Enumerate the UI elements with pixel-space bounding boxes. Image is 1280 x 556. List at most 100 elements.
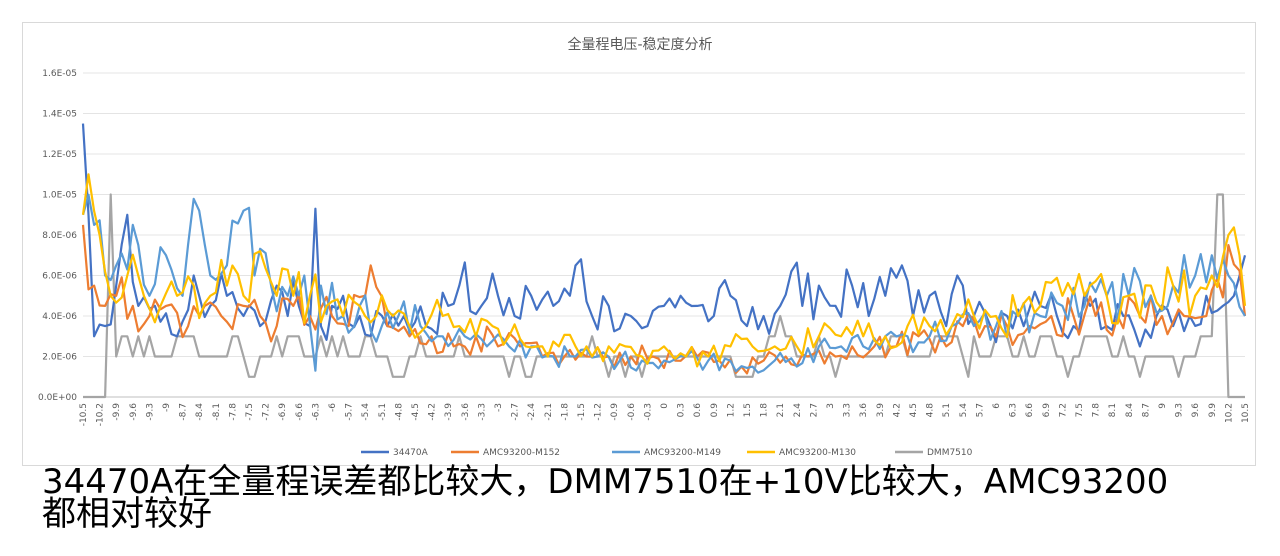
x-tick-label: 0.3 — [677, 403, 687, 417]
x-tick-label: 4.8 — [926, 403, 936, 418]
x-tick-label: 3.9 — [876, 403, 886, 418]
chart-frame: 全量程电压-稳定度分析 0.0E+00 2.0E-06 4.0E-06 6.0E-06… — [22, 22, 1256, 466]
x-tick-label: -8.4 — [195, 403, 205, 421]
x-tick-label: -8.7 — [179, 403, 189, 421]
x-tick-label: 1.2 — [726, 403, 736, 417]
x-tick-label: 10.2 — [1224, 403, 1234, 423]
x-tick-label: 0.9 — [710, 403, 720, 418]
x-tick-label: -6.3 — [311, 403, 321, 421]
x-tick-label: 8.1 — [1108, 403, 1118, 417]
y-tick-label: 4.0E-06 — [42, 312, 77, 322]
x-tick-label: 9.3 — [1175, 403, 1185, 417]
x-tick-label: -10.2 — [96, 403, 106, 426]
legend-label: AMC93200-M152 — [483, 448, 560, 458]
x-tick-label: 6 — [992, 403, 1002, 409]
y-tick-label: 6.0E-06 — [42, 272, 77, 282]
x-tick-label: -9.9 — [112, 403, 122, 421]
line-chart: 全量程电压-稳定度分析 0.0E+00 2.0E-06 4.0E-06 6.0E-06… — [38, 36, 1251, 458]
x-tick-label: -2.4 — [527, 403, 537, 421]
y-tick-label: 1.0E-05 — [42, 191, 77, 201]
x-tick-label: 2.1 — [776, 403, 786, 417]
x-tick-label: -6.6 — [295, 403, 305, 421]
x-tick-label: 2.4 — [793, 403, 803, 418]
x-tick-label: 3 — [826, 403, 836, 409]
x-tick-label: -8.1 — [212, 403, 222, 421]
x-tick-label: -5.4 — [361, 403, 371, 421]
x-tick-label: 10.5 — [1241, 403, 1251, 423]
y-tick-label: 1.6E-05 — [42, 69, 77, 79]
x-tick-label: 4.5 — [909, 403, 919, 417]
plot-area — [81, 123, 1247, 399]
x-tick-label: 3.3 — [843, 403, 853, 417]
series-line-dmm7510 — [83, 193, 1245, 399]
x-tick-label: -7.5 — [245, 403, 255, 421]
series-line-amc93200-m149 — [81, 193, 1246, 374]
x-tick-label: -3 — [494, 403, 504, 412]
x-tick-label: -9.3 — [145, 403, 155, 421]
x-tick-label: 0 — [660, 403, 670, 409]
x-tick-label: -1.8 — [560, 403, 570, 421]
x-tick-label: -5.1 — [378, 403, 388, 421]
x-tick-label: 6.9 — [1042, 403, 1052, 418]
y-tick-label: 1.2E-05 — [42, 150, 77, 160]
x-tick-label: -2.7 — [511, 403, 521, 421]
legend-label: AMC93200-M149 — [644, 448, 721, 458]
caption-line-1: 34470A在全量程误差都比较大，DMM7510在+10V比较大，AMC9320… — [42, 462, 1169, 502]
x-tick-label: -2.1 — [544, 403, 554, 421]
x-tick-label: -6 — [328, 403, 338, 412]
x-tick-label: -6.9 — [278, 403, 288, 421]
x-tick-label: -4.8 — [394, 403, 404, 421]
x-tick-label: 9.6 — [1191, 403, 1201, 418]
x-tick-label: 7.8 — [1092, 403, 1102, 418]
grid-lines — [83, 72, 1245, 398]
x-tick-label: 2.7 — [809, 403, 819, 417]
x-tick-label: -3.6 — [461, 403, 471, 421]
x-tick-label: 0.6 — [693, 403, 703, 418]
x-tick-label: -5.7 — [345, 403, 355, 421]
y-tick-label: 1.4E-05 — [42, 110, 77, 120]
x-tick-label: 5.1 — [942, 403, 952, 417]
x-tick-label: 6.3 — [1009, 403, 1019, 417]
x-tick-label: 7.2 — [1058, 403, 1068, 417]
x-tick-label: -9.6 — [129, 403, 139, 421]
x-tick-label: 3.6 — [859, 403, 869, 418]
x-tick-label: -7.2 — [262, 403, 272, 421]
x-tick-label: -7.8 — [228, 403, 238, 421]
x-tick-label: 9 — [1158, 403, 1168, 409]
x-tick-label: -0.6 — [627, 403, 637, 421]
y-axis: 0.0E+00 2.0E-06 4.0E-06 6.0E-06 8.0E-06 1.0E-… — [38, 69, 77, 403]
x-tick-label: -4.2 — [428, 403, 438, 421]
caption-line-2: 都相对较好 — [42, 494, 212, 534]
x-tick-label: -3.3 — [477, 403, 487, 421]
x-tick-label: -1.2 — [594, 403, 604, 421]
x-tick-label: 4.2 — [892, 403, 902, 417]
x-tick-label: 5.7 — [975, 403, 985, 417]
x-tick-label: 8.4 — [1125, 403, 1135, 418]
series-line-amc93200-m130 — [81, 173, 1247, 368]
x-tick-label: 1.5 — [743, 403, 753, 417]
x-tick-label: -0.3 — [643, 403, 653, 421]
legend: 34470A AMC93200-M152 AMC93200-M149 AMC93200… — [361, 448, 973, 458]
x-tick-label: -4.5 — [411, 403, 421, 421]
x-tick-label: 1.8 — [760, 403, 770, 418]
x-tick-label: 8.7 — [1141, 403, 1151, 417]
legend-label: DMM7510 — [927, 448, 973, 458]
y-tick-label: 0.0E+00 — [38, 393, 77, 403]
chart-title: 全量程电压-稳定度分析 — [567, 36, 712, 53]
legend-label: AMC93200-M130 — [779, 448, 856, 458]
legend-label: 34470A — [393, 448, 429, 458]
x-tick-label: -10.5 — [79, 403, 89, 426]
x-tick-label: 5.4 — [959, 403, 969, 418]
x-tick-label: -9 — [162, 403, 172, 412]
series-line-amc93200-m152 — [81, 224, 1247, 375]
x-tick-label: -0.9 — [610, 403, 620, 421]
x-tick-label: 7.5 — [1075, 403, 1085, 417]
x-tick-label: 6.6 — [1025, 403, 1035, 418]
x-tick-label: -1.5 — [577, 403, 587, 421]
y-tick-label: 8.0E-06 — [42, 231, 77, 241]
y-tick-label: 2.0E-06 — [42, 353, 77, 363]
x-tick-label: -3.9 — [444, 403, 454, 421]
x-axis: -10.5 -10.2 -9.9 -9.6 -9.3 -9 -8.7 -8.4 -8.1 -7.8… — [79, 396, 1251, 426]
x-tick-label: 9.9 — [1208, 403, 1218, 418]
caption: 34470A在全量程误差都比较大，DMM7510在+10V比较大，AMC9320… — [42, 462, 1252, 534]
